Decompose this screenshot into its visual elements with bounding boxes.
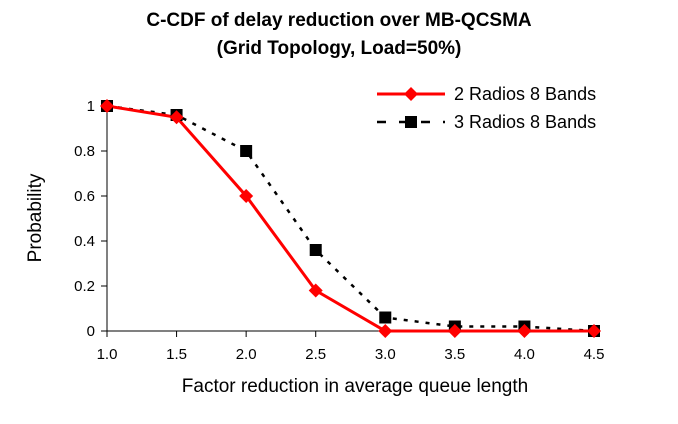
legend-marker-square [405, 116, 417, 128]
x-tick-label: 2.0 [236, 346, 257, 363]
data-point [379, 311, 392, 324]
data-point [169, 110, 184, 125]
legend: 2 Radios 8 Bands 3 Radios 8 Bands [377, 84, 596, 132]
x-tick-label: 2.5 [305, 346, 326, 363]
x-tick-label: 3.0 [375, 346, 396, 363]
data-point [587, 324, 601, 338]
y-tick-label: 0.2 [74, 278, 95, 295]
y-tick-label: 0.6 [74, 188, 95, 205]
data-point [239, 189, 254, 203]
data-point [447, 324, 462, 338]
y-tick-label: 0 [87, 323, 95, 340]
series-markers [100, 99, 601, 338]
legend-label: 3 Radios 8 Bands [454, 112, 596, 132]
data-point [309, 244, 322, 256]
tick-labels: 0 0.2 0.4 0.6 0.8 1 1.0 1.5 2.0 2.5 3.0 3.5 4.0 4.5 [74, 98, 604, 363]
chart-subtitle: (Grid Topology, Load=50%) [216, 38, 462, 59]
x-tick-label: 3.5 [444, 346, 465, 363]
series-lines [106, 104, 595, 333]
x-tick-label: 4.5 [584, 346, 605, 363]
legend-marker-diamond [404, 87, 418, 101]
legend-label: 2 Radios 8 Bands [454, 84, 596, 104]
data-point [378, 324, 393, 338]
series-line-2 [106, 104, 595, 333]
x-tick-label: 4.0 [514, 346, 535, 363]
x-axis-label: Factor reduction in average queue length [182, 376, 528, 397]
y-tick-label: 0.4 [74, 233, 95, 250]
data-point [308, 283, 323, 298]
data-point [100, 99, 114, 113]
series-line-1 [106, 104, 594, 333]
y-axis-label: Probability [25, 173, 46, 262]
x-tick-label: 1.0 [97, 346, 118, 363]
data-point [240, 145, 253, 157]
y-tick-label: 0.8 [74, 143, 95, 160]
axes [101, 105, 595, 337]
chart-title: C-CDF of delay reduction over MB-QCSMA [146, 10, 532, 31]
y-tick-label: 1 [87, 98, 95, 115]
x-tick-label: 1.5 [166, 346, 187, 363]
data-point [517, 324, 532, 338]
